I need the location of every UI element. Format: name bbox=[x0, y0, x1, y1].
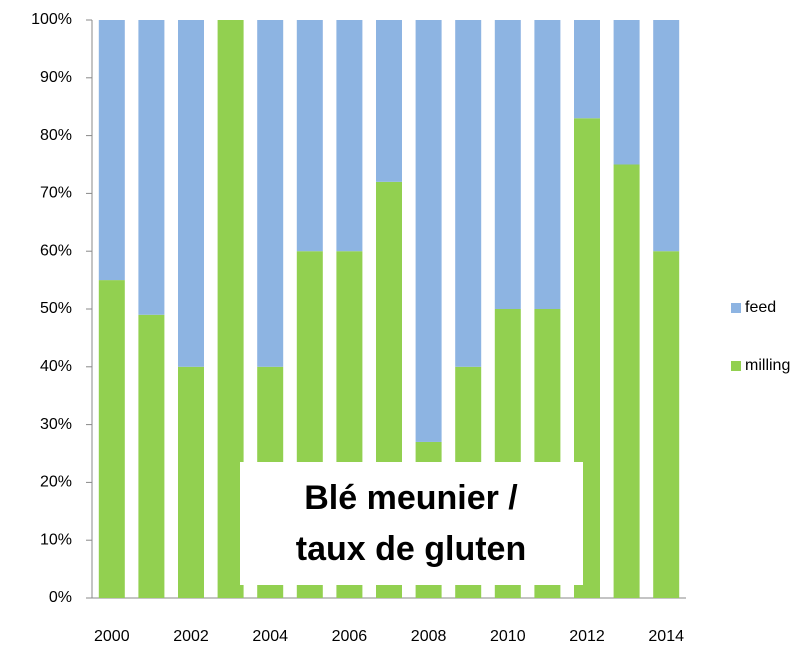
y-tick-label: 20% bbox=[40, 474, 72, 491]
bar-segment bbox=[653, 251, 680, 598]
bar-segment bbox=[98, 280, 125, 598]
bar-segment bbox=[534, 20, 561, 309]
annotation-box bbox=[240, 462, 583, 585]
y-tick-label: 60% bbox=[40, 242, 72, 259]
bar-segment bbox=[296, 20, 323, 252]
legend-swatch bbox=[731, 361, 741, 371]
annotation: Blé meunier / bbox=[304, 479, 518, 517]
bar-segment bbox=[138, 20, 165, 315]
bar-segment bbox=[415, 20, 442, 442]
y-tick-label: 80% bbox=[40, 127, 72, 144]
y-tick-label: 90% bbox=[40, 69, 72, 86]
bar-segment bbox=[455, 20, 482, 367]
legend-label: milling bbox=[745, 357, 790, 374]
x-tick-label: 2008 bbox=[411, 628, 447, 645]
bar-segment bbox=[178, 366, 204, 598]
y-tick-label: 0% bbox=[49, 589, 72, 606]
y-tick-label: 50% bbox=[40, 300, 72, 317]
bar-segment bbox=[257, 20, 284, 367]
x-tick-label: 2002 bbox=[173, 628, 209, 645]
bar-segment bbox=[494, 20, 521, 309]
y-tick-label: 40% bbox=[40, 358, 72, 375]
bar-segment bbox=[376, 20, 402, 182]
x-tick-label: 2006 bbox=[332, 628, 368, 645]
y-tick-label: 70% bbox=[40, 185, 72, 202]
bar-segment bbox=[653, 20, 680, 252]
legend-swatch bbox=[731, 303, 741, 313]
bar-segment bbox=[336, 20, 363, 252]
y-tick-label: 30% bbox=[40, 416, 72, 433]
x-tick-label: 2004 bbox=[252, 628, 288, 645]
bar-segment bbox=[613, 164, 640, 598]
y-tick-label: 10% bbox=[40, 531, 72, 548]
bar-segment bbox=[98, 20, 125, 281]
annotation: taux de gluten bbox=[296, 530, 526, 568]
bar-segment bbox=[217, 20, 244, 598]
legend-label: feed bbox=[745, 299, 776, 316]
x-tick-label: 2010 bbox=[490, 628, 526, 645]
x-tick-label: 2000 bbox=[94, 628, 130, 645]
bar-segment bbox=[613, 20, 640, 165]
x-tick-label: 2014 bbox=[648, 628, 684, 645]
bar-segment bbox=[178, 20, 204, 367]
y-tick-label: 100% bbox=[31, 11, 72, 28]
bar-segment bbox=[138, 314, 165, 598]
x-tick-label: 2012 bbox=[569, 628, 605, 645]
bar-segment bbox=[574, 20, 600, 119]
